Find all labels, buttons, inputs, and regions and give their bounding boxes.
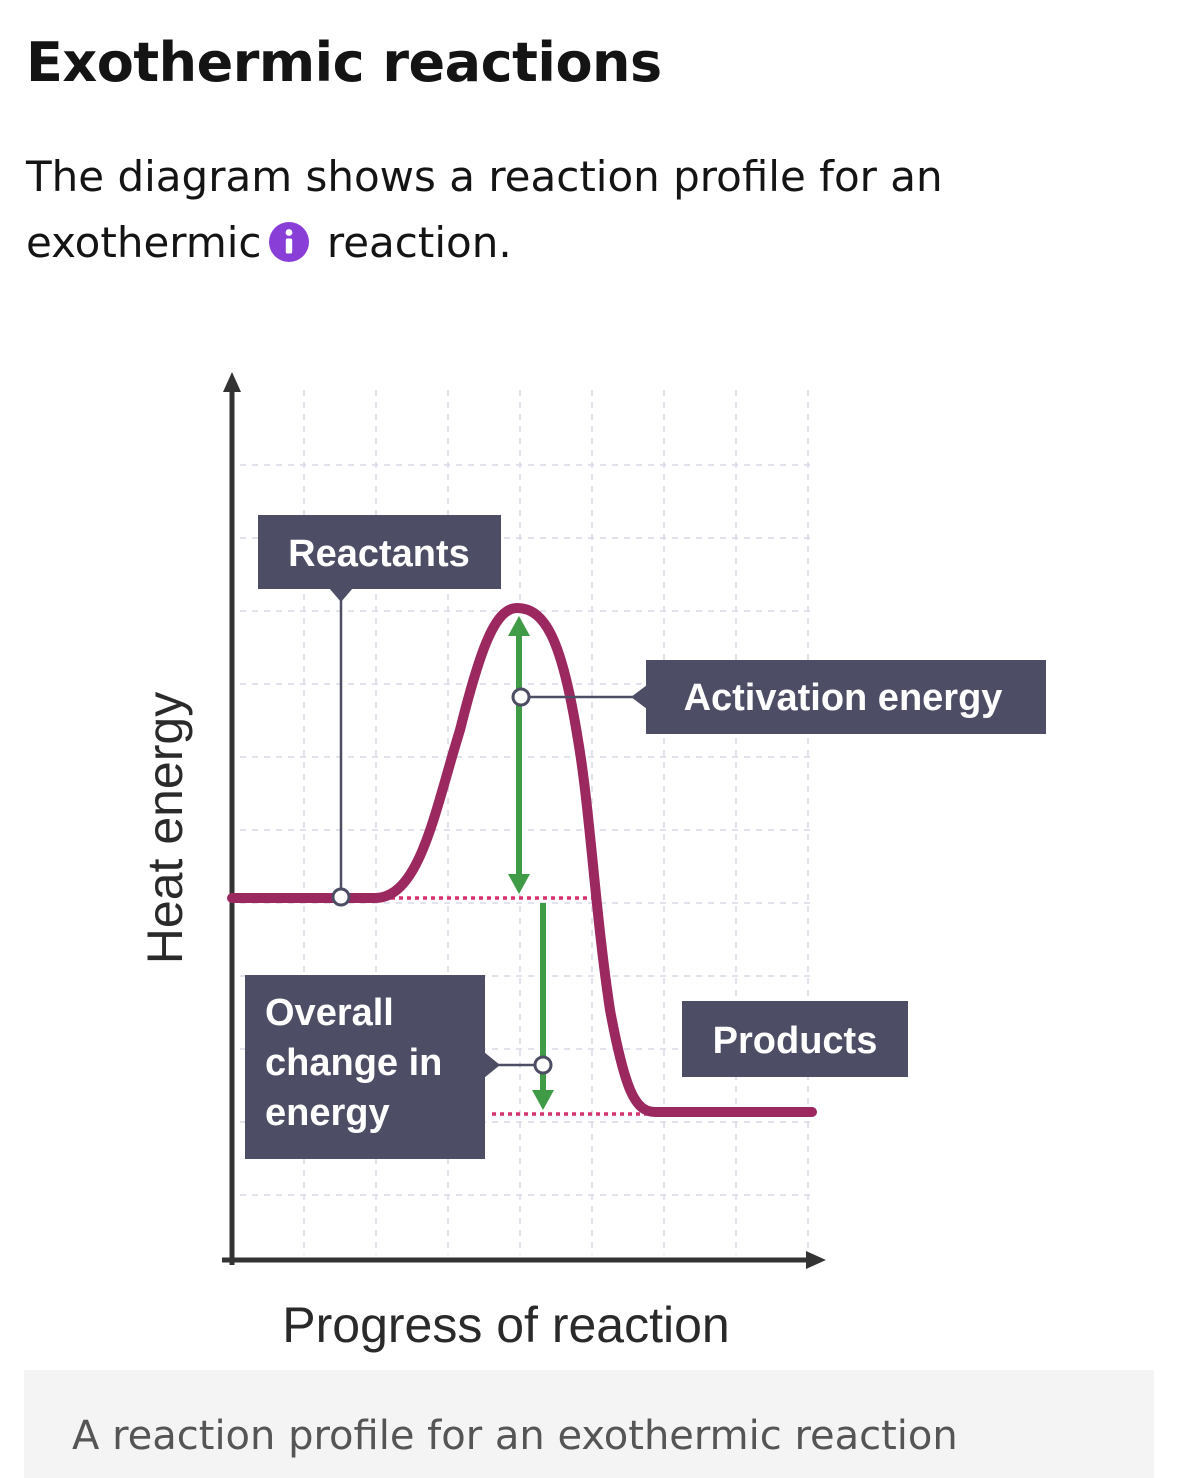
info-icon[interactable] bbox=[268, 221, 310, 263]
products-label: Products bbox=[682, 1001, 908, 1077]
svg-text:Overall: Overall bbox=[265, 992, 394, 1034]
x-axis-arrowhead bbox=[806, 1251, 826, 1269]
page-title: Exothermic reactions bbox=[26, 31, 662, 94]
svg-text:energy: energy bbox=[265, 1092, 390, 1134]
svg-text:Activation energy: Activation energy bbox=[684, 677, 1003, 719]
activation-energy-arrow bbox=[508, 616, 530, 894]
svg-text:Products: Products bbox=[713, 1020, 878, 1062]
svg-text:change in: change in bbox=[265, 1042, 442, 1084]
svg-text:Reactants: Reactants bbox=[288, 533, 470, 575]
overall-marker bbox=[533, 1055, 553, 1075]
energy-curve bbox=[227, 603, 817, 1117]
overall-change-label: Overall change in energy bbox=[245, 975, 500, 1159]
intro-text: The diagram shows a reaction profile for… bbox=[26, 144, 1146, 276]
reaction-profile-diagram: Heat energy Progress of reaction Re bbox=[0, 330, 1179, 1370]
intro-text-before: The diagram shows a reaction profile for… bbox=[26, 152, 943, 267]
overall-change-arrow bbox=[532, 903, 554, 1110]
activation-marker bbox=[511, 687, 531, 707]
intro-text-after: reaction. bbox=[313, 218, 512, 267]
activation-energy-label: Activation energy bbox=[631, 660, 1046, 734]
figure-caption: A reaction profile for an exothermic rea… bbox=[24, 1370, 1154, 1478]
y-axis-label: Heat energy bbox=[137, 692, 193, 964]
info-icon-graphic bbox=[268, 221, 309, 262]
reactants-label: Reactants bbox=[258, 515, 501, 602]
x-axis-label: Progress of reaction bbox=[282, 1297, 729, 1353]
axes bbox=[222, 390, 810, 1265]
reactants-marker bbox=[331, 887, 351, 907]
reaction-profile-svg: Heat energy Progress of reaction Re bbox=[137, 372, 1046, 1353]
y-axis-arrowhead bbox=[223, 372, 241, 392]
caption-text: A reaction profile for an exothermic rea… bbox=[72, 1413, 958, 1459]
